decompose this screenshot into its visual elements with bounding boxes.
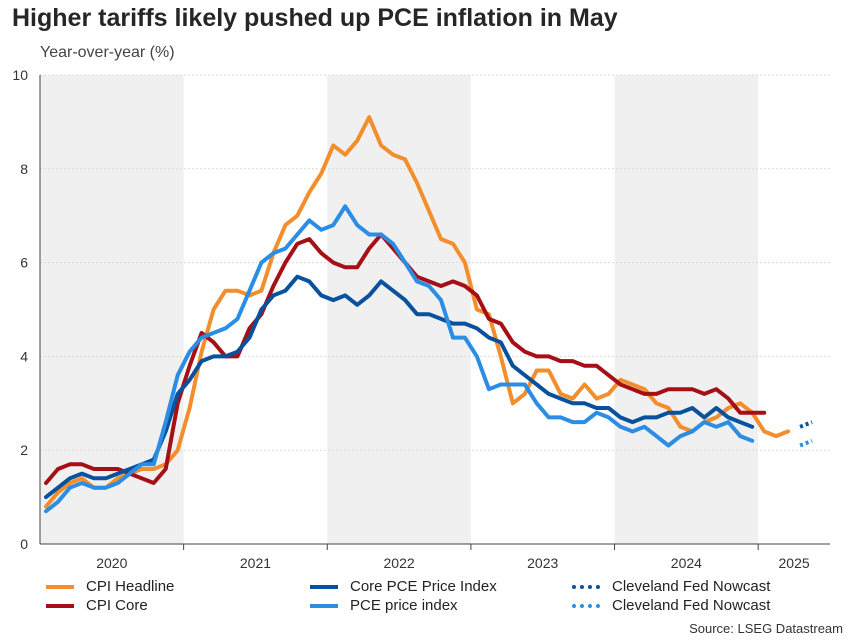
x-tick-label: 2021 [240, 555, 271, 571]
legend-swatch [572, 584, 600, 589]
series-line-pce-nowcast [799, 438, 813, 448]
series-lines [44, 115, 813, 514]
legend-label: PCE price index [350, 597, 458, 614]
legend-swatch [310, 603, 338, 608]
legend-label: Cleveland Fed Nowcast [612, 597, 771, 614]
legend-item-nowcast-pce: Cleveland Fed Nowcast [572, 597, 770, 614]
legend-item-core-pce: Core PCE Price Index [310, 578, 497, 595]
legend-item-pce: PCE price index [310, 597, 458, 614]
x-tick-label: 2024 [671, 555, 702, 571]
legend-swatch [46, 584, 74, 589]
legend-item-cpi-core: CPI Core [46, 597, 148, 614]
series-line-cpi_headline [44, 115, 791, 509]
legend-label: CPI Core [86, 597, 148, 614]
legend-item-cpi-headline: CPI Headline [46, 578, 174, 595]
legend-item-nowcast-core-pce: Cleveland Fed Nowcast [572, 578, 770, 595]
y-tick-label: 4 [20, 348, 28, 364]
y-tick-label: 6 [20, 255, 28, 271]
x-tick-label: 2025 [779, 555, 810, 571]
x-tick-labels: 2020 2021 2022 2023 2024 2025 [96, 555, 810, 571]
legend-swatch [46, 603, 74, 608]
series-line-core_pce-nowcast [799, 420, 813, 429]
legend-swatch [310, 584, 338, 589]
year-band-2024 [614, 75, 759, 544]
x-tick-label: 2020 [96, 555, 127, 571]
series-line-pce [44, 204, 755, 514]
y-tick-label: 2 [20, 442, 28, 458]
year-band-2022 [327, 75, 471, 544]
legend-label: Cleveland Fed Nowcast [612, 578, 771, 595]
y-tick-label: 0 [20, 536, 28, 552]
x-tick-label: 2023 [527, 555, 558, 571]
source-note: Source: LSEG Datastream [689, 621, 843, 636]
legend-label: CPI Headline [86, 578, 175, 595]
y-tick-label: 10 [12, 67, 28, 83]
axes [39, 75, 830, 550]
legend-label: Core PCE Price Index [350, 578, 497, 595]
y-tick-label: 8 [20, 161, 28, 177]
x-tick-label: 2022 [384, 555, 415, 571]
y-tick-labels: 0 2 4 6 8 10 [12, 67, 28, 552]
chart-subtitle: Year-over-year (%) [40, 44, 175, 61]
shaded-year-bands [40, 75, 759, 544]
legend-swatch [572, 603, 600, 608]
chart-title: Higher tariffs likely pushed up PCE infl… [12, 4, 618, 32]
